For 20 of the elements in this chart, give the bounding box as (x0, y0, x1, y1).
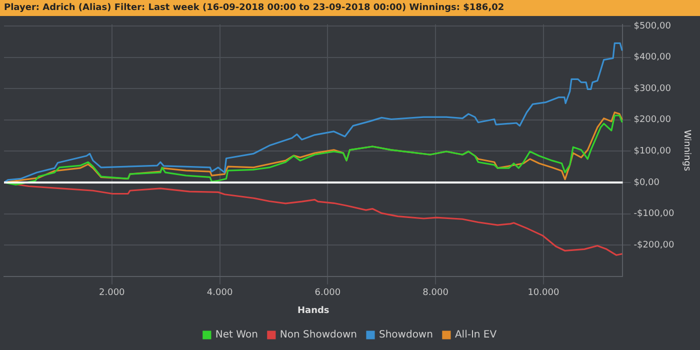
y-tick-label: $300,00 (634, 84, 672, 94)
legend-label: Non Showdown (280, 330, 357, 341)
x-tick-label: 8.000 (422, 288, 449, 298)
x-tick-label: 10.000 (528, 288, 560, 298)
y-tick-label: $0,00 (634, 178, 660, 188)
x-tick-label: 4.000 (206, 288, 233, 298)
legend-label: All-In EV (454, 330, 497, 341)
y-tick-label: $100,00 (634, 146, 672, 157)
y-axis-title: Winnings (681, 130, 692, 172)
y-tick-label: $200,00 (634, 115, 672, 126)
x-tick-label: 6.000 (314, 288, 341, 298)
y-tick-label: -$200,00 (634, 240, 674, 250)
y-tick-label: $400,00 (634, 52, 672, 63)
chart-title: Player: Adrich (Alias) Filter: Last week (16-09-2018 00:00 to 23-09-2018 00:00) Winnings: $186,02 (0, 0, 700, 16)
legend-label: Showdown (378, 330, 433, 341)
legend-label: Net Won (215, 330, 258, 341)
x-axis-title: Hands (297, 306, 330, 316)
y-tick-label: -$100,00 (634, 209, 674, 220)
y-tick-label: $500,00 (634, 21, 672, 32)
x-tick-label: 2.000 (99, 288, 126, 298)
